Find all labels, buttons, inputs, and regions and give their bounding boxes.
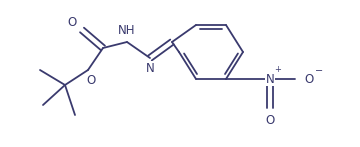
Text: −: − — [315, 66, 323, 76]
Text: O: O — [265, 113, 275, 127]
Text: N: N — [146, 61, 154, 75]
Text: NH: NH — [118, 24, 136, 36]
Text: O: O — [86, 74, 96, 86]
Text: O: O — [67, 15, 77, 29]
Text: N: N — [266, 72, 274, 86]
Text: O: O — [304, 72, 314, 86]
Text: +: + — [275, 65, 282, 74]
